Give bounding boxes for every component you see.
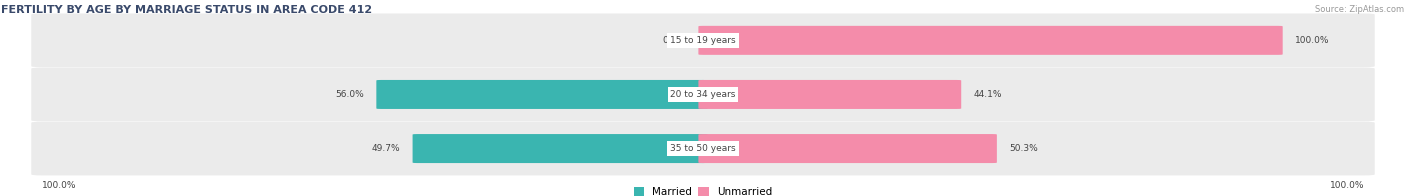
FancyBboxPatch shape (31, 122, 1375, 175)
FancyBboxPatch shape (31, 68, 1375, 121)
FancyBboxPatch shape (377, 80, 707, 109)
Text: 49.7%: 49.7% (371, 144, 399, 153)
FancyBboxPatch shape (699, 80, 962, 109)
Text: 100.0%: 100.0% (42, 181, 76, 190)
Text: 50.3%: 50.3% (1010, 144, 1038, 153)
FancyBboxPatch shape (699, 134, 997, 163)
FancyBboxPatch shape (412, 134, 707, 163)
FancyBboxPatch shape (31, 14, 1375, 67)
Text: 15 to 19 years: 15 to 19 years (671, 36, 735, 45)
Text: 100.0%: 100.0% (1295, 36, 1330, 45)
Text: Source: ZipAtlas.com: Source: ZipAtlas.com (1316, 5, 1405, 14)
Text: 0.0%: 0.0% (662, 36, 686, 45)
Text: 100.0%: 100.0% (1330, 181, 1364, 190)
Text: 56.0%: 56.0% (335, 90, 364, 99)
Text: 44.1%: 44.1% (974, 90, 1002, 99)
Text: 35 to 50 years: 35 to 50 years (671, 144, 735, 153)
Text: FERTILITY BY AGE BY MARRIAGE STATUS IN AREA CODE 412: FERTILITY BY AGE BY MARRIAGE STATUS IN A… (1, 5, 373, 15)
Legend: Married, Unmarried: Married, Unmarried (634, 187, 772, 196)
Text: 20 to 34 years: 20 to 34 years (671, 90, 735, 99)
FancyBboxPatch shape (699, 26, 1282, 55)
